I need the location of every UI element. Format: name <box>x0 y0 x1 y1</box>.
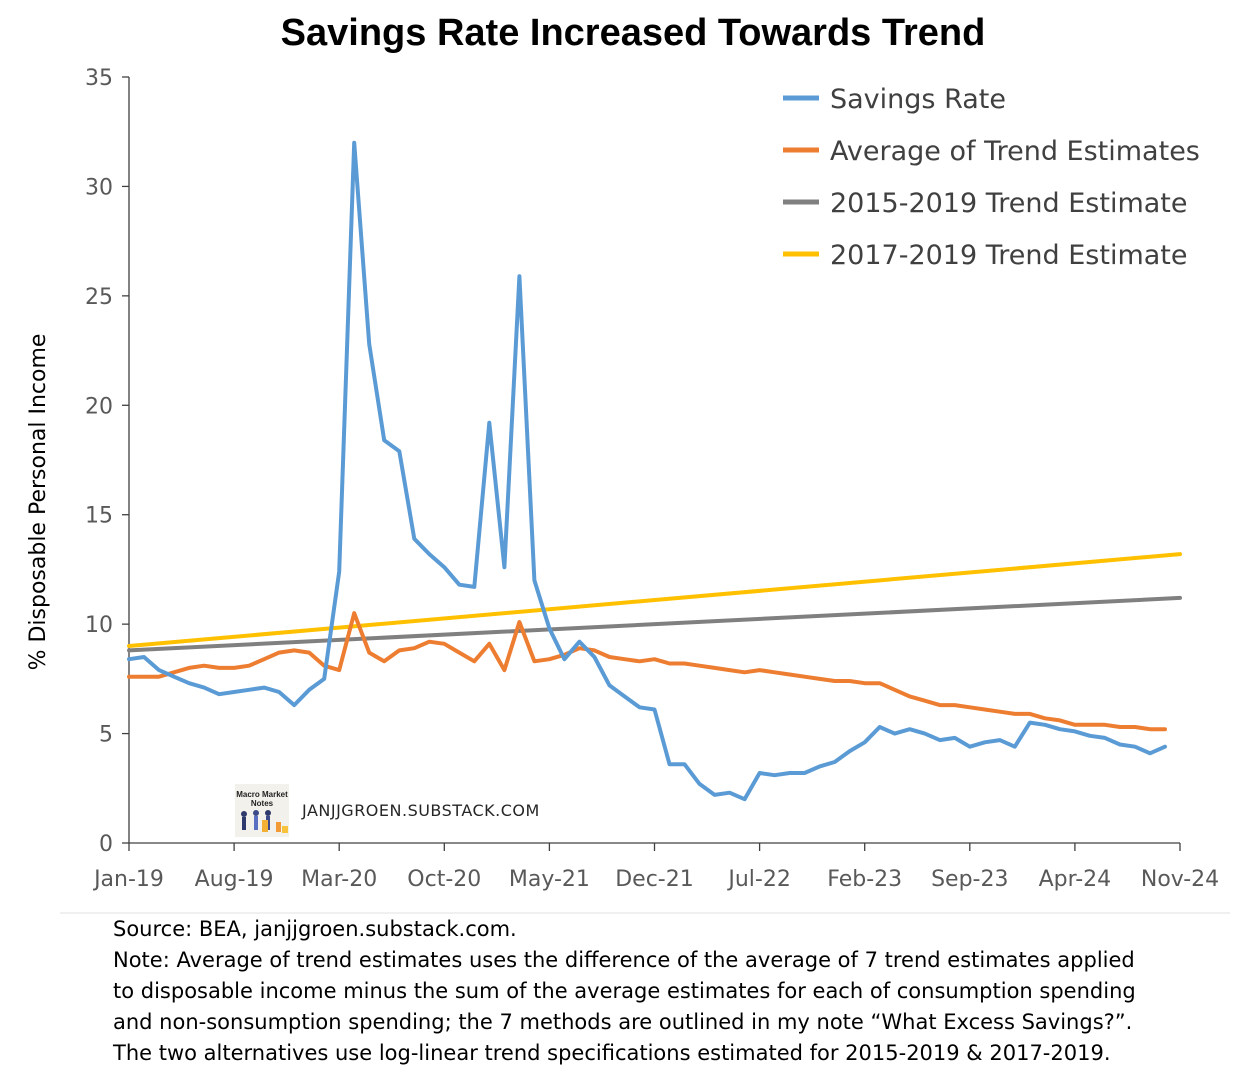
y-axis-label: % Disposable Personal Income <box>26 334 51 671</box>
legend-label: Savings Rate <box>830 84 1006 115</box>
y-axis-ticks: 0 5 10 15 20 25 30 35 <box>85 66 129 857</box>
x-tick-label: Nov-24 <box>1141 867 1219 892</box>
legend-average-trend: Average of Trend Estimates <box>783 136 1200 167</box>
x-tick-label: Mar-20 <box>301 867 377 892</box>
x-tick-label: Jul-22 <box>726 867 790 892</box>
notes-line-2: Note: Average of trend estimates uses th… <box>113 948 1135 972</box>
trend-2017-2019-line <box>127 552 1182 648</box>
x-tick-label: Aug-19 <box>195 867 274 892</box>
legend: Savings Rate Average of Trend Estimates 20… <box>783 84 1200 271</box>
series-lines <box>127 140 1182 802</box>
x-tick-label: Sep-23 <box>931 867 1008 892</box>
y-tick-label: 25 <box>85 285 113 310</box>
source-notes: Source: BEA, janjjgroen.substack.com. No… <box>113 914 1233 1069</box>
chart-title: Savings Rate Increased Towards Trend <box>281 12 986 54</box>
trend-2015-2019-line <box>127 595 1182 653</box>
savings-rate-chart: Savings Rate Increased Towards Trend % D… <box>26 12 1230 914</box>
x-tick-label: Oct-20 <box>407 867 481 892</box>
legend-savings-rate: Savings Rate <box>783 84 1006 115</box>
notes-line-5: The two alternatives use log-linear tren… <box>113 1041 1111 1065</box>
notes-line-4: and non-sonsumption spending; the 7 meth… <box>113 1010 1133 1034</box>
x-tick-label: Jan-19 <box>92 867 164 892</box>
logo-text-line-1: Macro Market <box>236 790 288 799</box>
legend-label: 2015-2019 Trend Estimate <box>830 188 1188 219</box>
y-tick-label: 0 <box>99 832 113 857</box>
brand-watermark: Macro Market Notes JANJJGROEN.SUBSTACK.C… <box>235 784 540 837</box>
logo-text-line-2: Notes <box>251 799 274 808</box>
logo-figures-icon <box>241 810 288 833</box>
legend-label: Average of Trend Estimates <box>830 136 1200 167</box>
x-axis-ticks: Jan-19 Aug-19 Mar-20 Oct-20 May-21 Dec-21 Jul-… <box>92 843 1219 892</box>
x-tick-label: Dec-21 <box>615 867 694 892</box>
y-tick-label: 15 <box>85 504 113 529</box>
x-tick-label: Apr-24 <box>1039 867 1112 892</box>
notes-line-3: to disposable income minus the sum of th… <box>113 979 1136 1003</box>
y-tick-label: 35 <box>85 66 113 91</box>
y-tick-label: 5 <box>99 723 113 748</box>
y-tick-label: 30 <box>85 175 113 200</box>
y-tick-label: 10 <box>85 613 113 638</box>
savings-rate-line <box>127 140 1167 802</box>
x-tick-label: May-21 <box>509 867 590 892</box>
notes-line-1: Source: BEA, janjjgroen.substack.com. <box>113 917 517 941</box>
x-tick-label: Feb-23 <box>827 867 902 892</box>
legend-trend-2017-2019: 2017-2019 Trend Estimate <box>783 240 1188 271</box>
legend-trend-2015-2019: 2015-2019 Trend Estimate <box>783 188 1188 219</box>
y-tick-label: 20 <box>85 394 113 419</box>
average-trend-line <box>127 611 1167 732</box>
legend-label: 2017-2019 Trend Estimate <box>830 240 1188 271</box>
brand-site-text: JANJJGROEN.SUBSTACK.COM <box>301 801 540 820</box>
